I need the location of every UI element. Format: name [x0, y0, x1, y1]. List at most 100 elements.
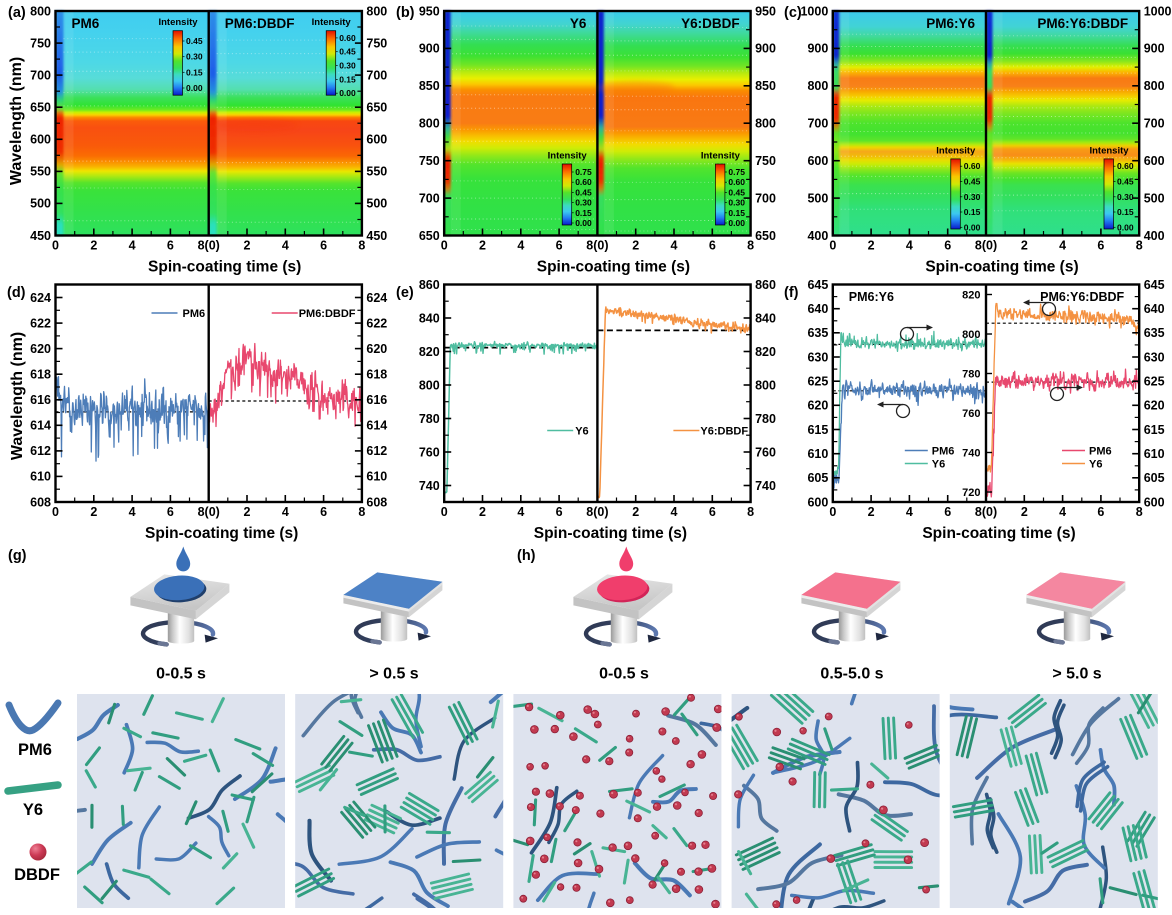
svg-text:950: 950	[419, 4, 440, 18]
svg-text:645: 645	[1144, 278, 1165, 292]
svg-text:0.75: 0.75	[575, 167, 592, 177]
svg-text:624: 624	[366, 291, 387, 305]
svg-text:0.30: 0.30	[339, 61, 356, 71]
svg-text:Intensity: Intensity	[312, 17, 352, 28]
svg-text:720: 720	[962, 487, 980, 499]
svg-text:8(0): 8(0)	[198, 239, 220, 253]
svg-text:0.30: 0.30	[186, 52, 203, 62]
svg-text:605: 605	[807, 471, 828, 485]
svg-text:635: 635	[807, 326, 828, 340]
svg-text:6: 6	[556, 239, 563, 253]
svg-text:700: 700	[366, 68, 387, 82]
svg-text:6: 6	[167, 239, 174, 253]
svg-text:PM6: PM6	[18, 741, 52, 759]
svg-text:618: 618	[366, 368, 387, 382]
svg-text:Y6:DBDF: Y6:DBDF	[700, 425, 748, 437]
svg-text:780: 780	[419, 412, 440, 426]
svg-text:0.00: 0.00	[186, 83, 203, 93]
svg-text:950: 950	[755, 4, 776, 18]
svg-text:PM6:DBDF: PM6:DBDF	[225, 16, 295, 31]
svg-text:4: 4	[282, 505, 289, 519]
svg-text:860: 860	[755, 278, 776, 292]
svg-text:616: 616	[366, 393, 387, 407]
svg-text:2: 2	[632, 505, 639, 519]
svg-text:650: 650	[30, 101, 51, 115]
svg-text:PM6: PM6	[1089, 445, 1112, 457]
svg-text:0.45: 0.45	[186, 36, 203, 46]
svg-text:8: 8	[747, 505, 754, 519]
svg-text:Y6: Y6	[575, 425, 588, 437]
svg-text:6: 6	[320, 505, 327, 519]
svg-text:650: 650	[419, 229, 440, 243]
svg-text:Spin-coating time (s): Spin-coating time (s)	[534, 525, 687, 542]
svg-text:2: 2	[244, 505, 251, 519]
svg-text:4: 4	[517, 239, 524, 253]
svg-text:750: 750	[419, 154, 440, 168]
svg-text:8(0): 8(0)	[975, 239, 997, 253]
svg-text:Intensity: Intensity	[158, 17, 198, 28]
svg-text:0.15: 0.15	[964, 207, 981, 217]
svg-text:550: 550	[366, 165, 387, 179]
svg-text:800: 800	[962, 329, 980, 341]
svg-text:600: 600	[807, 495, 828, 509]
svg-text:500: 500	[1144, 191, 1165, 205]
svg-text:750: 750	[755, 154, 776, 168]
svg-text:Y6: Y6	[570, 16, 587, 31]
svg-text:6: 6	[167, 505, 174, 519]
svg-text:8: 8	[358, 505, 365, 519]
svg-text:800: 800	[807, 79, 828, 93]
svg-text:> 0.5 s: > 0.5 s	[369, 666, 418, 683]
svg-text:Spin-coating time (s): Spin-coating time (s)	[925, 259, 1078, 276]
svg-text:4: 4	[906, 239, 913, 253]
svg-text:0.15: 0.15	[575, 208, 592, 218]
svg-text:6: 6	[1097, 505, 1104, 519]
svg-text:PM6: PM6	[932, 445, 955, 457]
svg-text:0.45: 0.45	[964, 176, 981, 186]
svg-text:(c): (c)	[784, 5, 802, 21]
svg-text:500: 500	[366, 197, 387, 211]
svg-text:800: 800	[1144, 79, 1165, 93]
svg-text:0: 0	[441, 239, 448, 253]
svg-text:0.45: 0.45	[728, 187, 745, 197]
svg-text:2: 2	[90, 239, 97, 253]
svg-text:0.30: 0.30	[575, 198, 592, 208]
svg-text:622: 622	[366, 316, 387, 330]
svg-text:618: 618	[30, 368, 51, 382]
svg-text:740: 740	[419, 479, 440, 493]
svg-text:620: 620	[366, 342, 387, 356]
svg-text:600: 600	[1144, 495, 1165, 509]
svg-text:Intensity: Intensity	[936, 145, 976, 156]
svg-text:PM6:DBDF: PM6:DBDF	[299, 308, 356, 320]
svg-text:624: 624	[30, 291, 51, 305]
svg-text:0.15: 0.15	[186, 67, 203, 77]
svg-text:(a): (a)	[8, 5, 26, 21]
svg-text:Spin-coating time (s): Spin-coating time (s)	[537, 259, 690, 276]
svg-text:4: 4	[671, 505, 678, 519]
svg-text:700: 700	[1144, 117, 1165, 131]
svg-text:550: 550	[30, 165, 51, 179]
svg-text:900: 900	[419, 42, 440, 56]
svg-text:0.15: 0.15	[339, 74, 356, 84]
svg-text:750: 750	[366, 36, 387, 50]
svg-text:Intensity: Intensity	[1089, 145, 1129, 156]
svg-text:8(0): 8(0)	[975, 505, 997, 519]
svg-text:4: 4	[129, 239, 136, 253]
svg-text:800: 800	[755, 117, 776, 131]
svg-text:Intensity: Intensity	[548, 151, 588, 162]
svg-text:650: 650	[755, 229, 776, 243]
svg-text:800: 800	[755, 378, 776, 392]
svg-text:0.60: 0.60	[964, 161, 981, 171]
svg-text:610: 610	[807, 447, 828, 461]
svg-text:608: 608	[30, 495, 51, 509]
svg-text:800: 800	[419, 117, 440, 131]
svg-text:612: 612	[30, 444, 51, 458]
svg-text:6: 6	[944, 239, 951, 253]
svg-text:600: 600	[30, 133, 51, 147]
svg-text:0.00: 0.00	[964, 222, 981, 232]
svg-text:PM6: PM6	[183, 308, 206, 320]
svg-text:500: 500	[30, 197, 51, 211]
svg-text:(f): (f)	[784, 285, 799, 301]
svg-text:2: 2	[479, 239, 486, 253]
svg-text:500: 500	[807, 191, 828, 205]
svg-text:0: 0	[441, 505, 448, 519]
